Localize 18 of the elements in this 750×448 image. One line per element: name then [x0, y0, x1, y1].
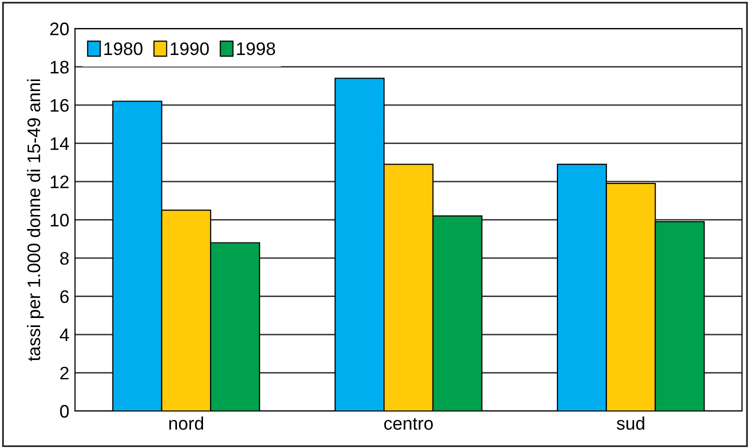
x-tick-label: sud — [616, 416, 644, 430]
y-tick-label: 4 — [60, 328, 69, 342]
y-tick-label: 12 — [50, 175, 69, 188]
y-tick-label: 0 — [60, 404, 69, 418]
y-tick-label: 20 — [50, 22, 69, 36]
y-tick-label: 18 — [50, 60, 69, 74]
legend-label: 1990 — [170, 42, 209, 56]
x-tick-label: nord — [169, 416, 204, 430]
legend-label: 1998 — [237, 42, 276, 56]
y-tick-label: 14 — [50, 137, 69, 150]
y-tick-label: 16 — [50, 99, 69, 112]
y-tick-label: 8 — [60, 252, 69, 265]
legend-label: 1980 — [104, 42, 142, 56]
y-tick-label: 10 — [50, 214, 69, 227]
y-tick-label: 6 — [60, 290, 69, 303]
y-tick-label: 2 — [60, 366, 69, 380]
x-tick-label: centro — [384, 418, 433, 430]
y-axis-title: tassi per 1.000 donne di 15-49 anni — [26, 79, 44, 362]
